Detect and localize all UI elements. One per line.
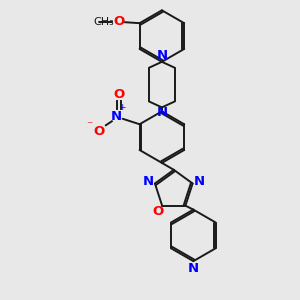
Text: ⁻: ⁻: [86, 119, 92, 132]
Text: O: O: [113, 88, 124, 101]
Text: +: +: [118, 103, 125, 112]
Text: N: N: [111, 110, 122, 123]
Text: N: N: [142, 175, 154, 188]
Text: N: N: [156, 50, 167, 62]
Text: O: O: [113, 15, 124, 28]
Text: O: O: [93, 125, 105, 138]
Text: CH₃: CH₃: [93, 17, 114, 27]
Text: N: N: [188, 262, 199, 275]
Text: N: N: [194, 175, 205, 188]
Text: N: N: [156, 106, 167, 119]
Text: O: O: [152, 205, 164, 218]
